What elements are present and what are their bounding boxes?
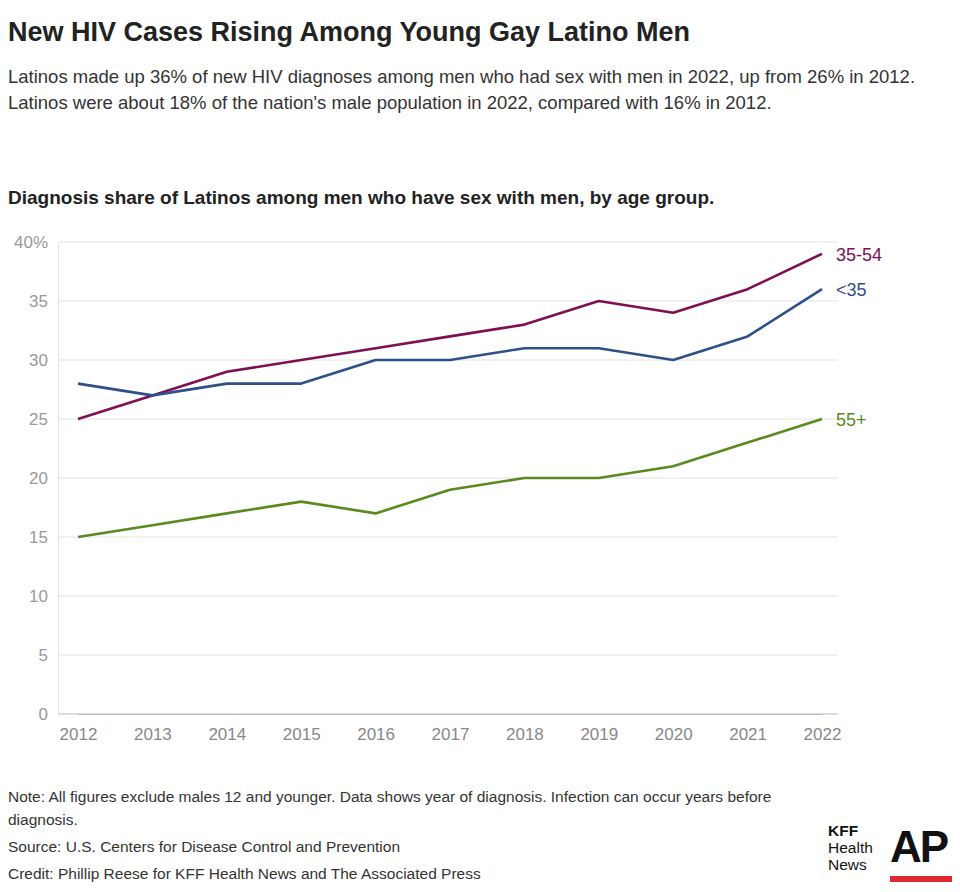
grid-line [58, 714, 838, 715]
text-line: Latinos were about 18% of the nation's m… [8, 92, 772, 113]
lines [78, 254, 822, 537]
x-axis: 2012 2013 2014 2015 2016 2017 2018 2019 2020 2021… [60, 714, 842, 744]
tick-label: 2022 [804, 725, 842, 744]
tick-label: 10 [29, 587, 48, 606]
text-line: diagnosis. [8, 811, 78, 828]
series-label: 35-54 [836, 245, 882, 265]
tick: 30 [29, 351, 58, 370]
credit: Credit: Phillip Reese for KFF Health New… [8, 865, 481, 882]
series-labels: 35-54 <35 55+ [836, 245, 882, 430]
series-line [78, 289, 822, 395]
tick-label: 2012 [60, 725, 98, 744]
grid-line [58, 301, 838, 302]
tick-label: 2013 [134, 725, 172, 744]
tick: 2013 [134, 714, 172, 744]
grid-line [58, 419, 838, 420]
tick-label: 2014 [208, 725, 246, 744]
tick-label: 2016 [357, 725, 395, 744]
grid-line [58, 242, 838, 243]
tick-label: 2019 [580, 725, 618, 744]
series-line [78, 419, 822, 537]
series-label: 55+ [836, 410, 867, 430]
text-line: Latinos made up 36% of new HIV diagnoses… [8, 66, 915, 87]
tick-label: 0 [39, 705, 48, 724]
tick: 2019 [580, 714, 618, 744]
chart-title: Diagnosis share of Latinos among men who… [8, 187, 714, 208]
source: Source: U.S. Centers for Disease Control… [8, 838, 400, 855]
tick: 2014 [208, 714, 246, 744]
grid-line [58, 596, 838, 597]
tick-label: 40% [14, 233, 48, 252]
text-line: Health [828, 839, 873, 856]
tick: 0 [39, 705, 58, 724]
logo-ap: AP [890, 822, 948, 871]
tick: 2021 [729, 714, 767, 744]
grid [58, 242, 838, 714]
tick-label: 2015 [283, 725, 321, 744]
tick-label: 25 [29, 410, 48, 429]
logo-kff: KFFHealthNews [828, 822, 873, 873]
series-label: <35 [836, 280, 867, 300]
text-line: News [828, 856, 867, 873]
axis-line [79, 714, 823, 715]
tick: 35 [29, 292, 58, 311]
tick: 25 [29, 410, 58, 429]
axis-line [58, 243, 59, 715]
y-axis: 0 5 10 15 20 25 30 35 40% [14, 233, 59, 724]
note: Note: All figures exclude males 12 and y… [8, 788, 771, 828]
tick: 2022 [804, 714, 842, 744]
tick-label: 2020 [655, 725, 693, 744]
tick: 2012 [60, 714, 98, 744]
subtitle: Latinos made up 36% of new HIV diagnoses… [8, 66, 915, 113]
tick: 2016 [357, 714, 395, 744]
grid-line [58, 655, 838, 656]
grid-line [58, 478, 838, 479]
tick: 15 [29, 528, 58, 547]
tick-label: 5 [39, 646, 48, 665]
tick-label: 15 [29, 528, 48, 547]
tick: 40% [14, 233, 58, 252]
tick: 5 [39, 646, 58, 665]
chart: New HIV Cases Rising Among Young Gay Lat… [0, 0, 960, 892]
title: New HIV Cases Rising Among Young Gay Lat… [8, 17, 690, 47]
tick-label: 35 [29, 292, 48, 311]
tick: 2017 [432, 714, 470, 744]
series-line [78, 254, 822, 419]
tick-label: 2017 [432, 725, 470, 744]
logo-ap-bar [890, 876, 952, 882]
tick: 20 [29, 469, 58, 488]
tick-label: 30 [29, 351, 48, 370]
tick: 2015 [283, 714, 321, 744]
text-line: Note: All figures exclude males 12 and y… [8, 788, 771, 805]
grid-line [58, 537, 838, 538]
tick: 2020 [655, 714, 693, 744]
tick-label: 2018 [506, 725, 544, 744]
tick-label: 20 [29, 469, 48, 488]
tick: 10 [29, 587, 58, 606]
text-line: KFF [828, 822, 858, 839]
tick-label: 2021 [729, 725, 767, 744]
tick: 2018 [506, 714, 544, 744]
